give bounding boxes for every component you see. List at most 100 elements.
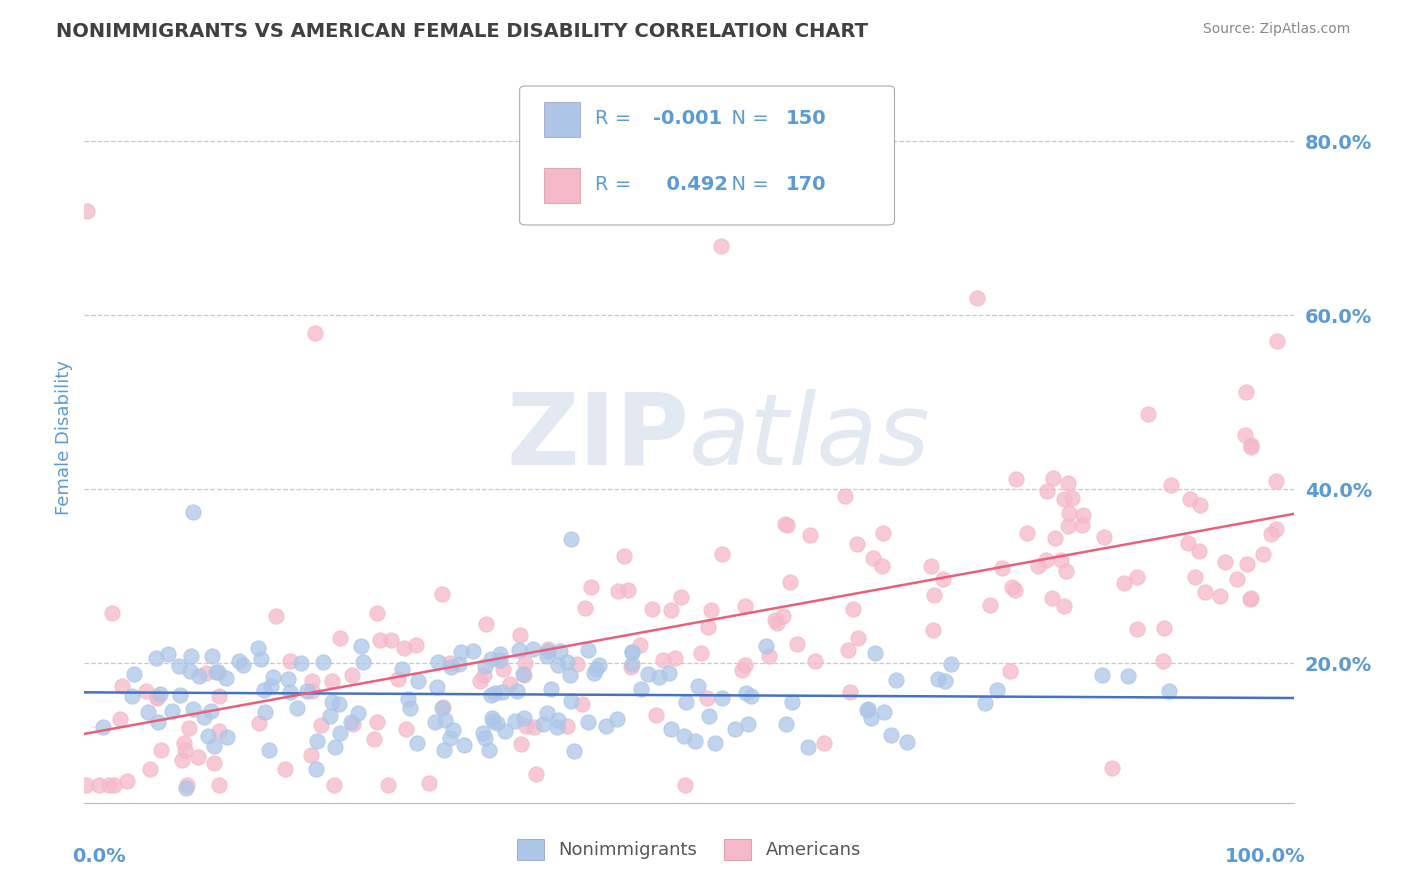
Point xyxy=(934,674,956,689)
Point xyxy=(273,762,295,776)
Point xyxy=(1101,761,1123,775)
Point xyxy=(1180,491,1202,506)
Point xyxy=(201,648,224,663)
Point xyxy=(858,702,880,716)
Point xyxy=(710,691,733,706)
Point xyxy=(664,651,686,665)
Point xyxy=(499,676,522,690)
Point xyxy=(301,673,323,688)
Point xyxy=(1043,531,1066,545)
Point xyxy=(1251,547,1274,561)
Point xyxy=(301,684,323,698)
Point xyxy=(204,665,226,680)
Point xyxy=(433,743,456,757)
Point xyxy=(432,700,454,714)
Point xyxy=(167,659,190,673)
Point xyxy=(672,729,695,743)
Text: atlas: atlas xyxy=(689,389,931,485)
Point xyxy=(1057,519,1080,533)
Point xyxy=(474,659,496,673)
Point xyxy=(775,716,797,731)
Point xyxy=(193,710,215,724)
Y-axis label: Female Disability: Female Disability xyxy=(55,359,73,515)
Point xyxy=(433,713,456,727)
Point xyxy=(503,714,526,728)
Point xyxy=(856,703,879,717)
Point xyxy=(512,666,534,681)
Point xyxy=(986,683,1008,698)
Point xyxy=(156,647,179,661)
Point xyxy=(862,550,884,565)
Point xyxy=(170,753,193,767)
Point xyxy=(763,613,786,627)
Point xyxy=(399,700,422,714)
Point xyxy=(285,700,308,714)
Point xyxy=(453,739,475,753)
Point xyxy=(734,685,756,699)
Point xyxy=(439,731,461,745)
Point xyxy=(1226,572,1249,586)
Point xyxy=(173,743,195,757)
Point xyxy=(181,702,204,716)
Point xyxy=(740,689,762,703)
Point xyxy=(474,731,496,746)
Point xyxy=(377,778,399,792)
Point xyxy=(138,762,160,776)
Point xyxy=(304,326,326,340)
Point xyxy=(195,666,218,681)
Point xyxy=(837,643,859,657)
Point xyxy=(1036,483,1059,498)
Point xyxy=(583,665,606,680)
Point xyxy=(513,711,536,725)
Point xyxy=(121,690,143,704)
Point xyxy=(697,708,720,723)
Point xyxy=(1070,517,1092,532)
Point xyxy=(675,695,697,709)
Text: N =: N = xyxy=(720,110,775,128)
Point xyxy=(865,646,887,660)
Point xyxy=(145,650,167,665)
Point xyxy=(595,718,617,732)
Point xyxy=(1240,438,1263,452)
Point xyxy=(758,648,780,663)
Point xyxy=(537,641,560,656)
Point xyxy=(1126,570,1149,584)
Point xyxy=(939,657,962,671)
Point xyxy=(89,778,111,792)
Point xyxy=(884,673,907,687)
Point xyxy=(1189,498,1212,512)
Point xyxy=(537,644,560,658)
Point xyxy=(547,713,569,727)
Point xyxy=(479,652,502,666)
Point xyxy=(173,735,195,749)
Point xyxy=(574,601,596,615)
Point xyxy=(1239,592,1261,607)
Point xyxy=(1005,472,1028,486)
Point xyxy=(921,624,943,638)
Point xyxy=(1126,622,1149,636)
Text: -0.001: -0.001 xyxy=(652,110,721,128)
Point xyxy=(439,656,461,670)
Point xyxy=(555,719,578,733)
Point xyxy=(441,723,464,737)
Point xyxy=(117,774,139,789)
Point xyxy=(489,647,512,661)
Point xyxy=(405,638,427,652)
Point xyxy=(380,632,402,647)
Point xyxy=(659,602,682,616)
Point xyxy=(1050,553,1073,567)
Point xyxy=(1056,475,1078,490)
Point xyxy=(75,778,97,792)
Legend: Nonimmigrants, Americans: Nonimmigrants, Americans xyxy=(509,831,869,867)
Point xyxy=(321,674,343,689)
Point xyxy=(723,722,745,736)
Point xyxy=(387,672,409,686)
Point xyxy=(368,633,391,648)
Point xyxy=(257,743,280,757)
Point xyxy=(1177,536,1199,550)
Point xyxy=(1053,491,1076,506)
Point xyxy=(146,714,169,729)
Point xyxy=(277,672,299,686)
Point xyxy=(439,660,461,674)
Point xyxy=(312,655,335,669)
